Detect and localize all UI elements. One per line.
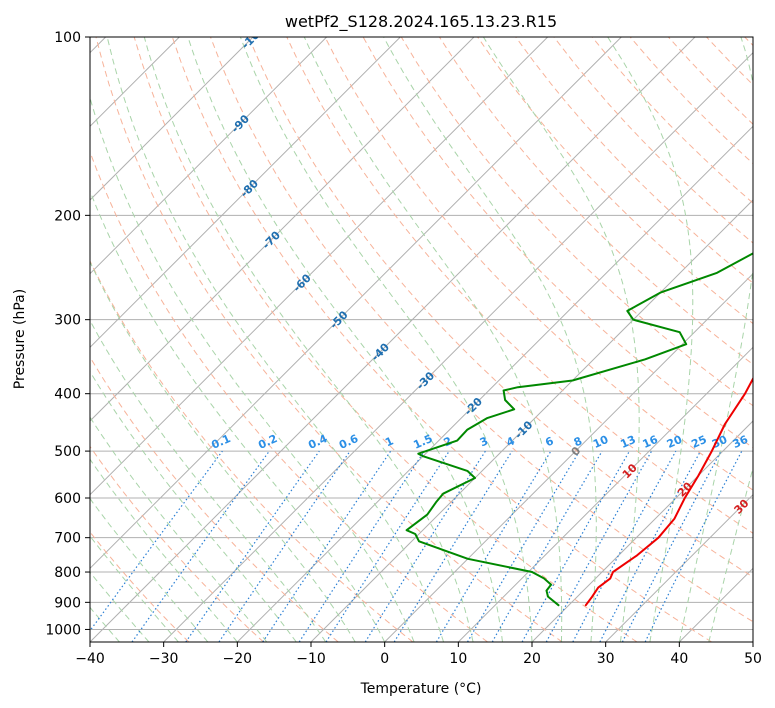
temperature-profile-line [584,376,753,607]
moist-adiabat-line [90,497,209,642]
y-tick-label: 900 [54,595,81,611]
moist-adiabat-line [90,370,297,642]
dry-adiabat-line [171,37,712,642]
plot-area: 0.1 0.2 0.4 0.6 1 1.5 2 3 4 6 8 10 13 16 20 25 30 36-100-… [90,37,753,642]
mixing-ratio-line [325,450,450,642]
isotherm-line [90,37,254,201]
isotherm-line [236,125,753,642]
y-tick-label: 800 [54,565,81,581]
x-axis-title: Temperature (°C) [360,681,482,697]
dry-adiabat-line [90,356,339,642]
dry-adiabat-line [210,37,753,623]
x-tick-label: 10 [449,651,467,667]
moist-adiabat-line [106,37,445,642]
moist-adiabat-line [90,416,268,642]
moist-adiabat-line [482,37,640,642]
moist-adiabat-line [708,466,753,642]
plot-frame [89,36,754,643]
mixing-ratio-label: 10 [591,433,611,451]
dry-adiabat-line [286,37,753,534]
moist-adiabat-line [303,37,563,642]
mixing-ratio-label: 36 [731,433,751,451]
y-tick-label: 700 [54,531,81,547]
x-tick-label: 0 [380,651,389,667]
mixing-ratio-lines [90,450,743,642]
isotherm-line [605,493,753,642]
moist-adiabat-line [678,37,753,642]
mixing-ratio-line [572,450,677,642]
dry-adiabat-line [90,445,264,642]
mixing-ratio-line [262,450,392,642]
mixing-ratio-line [218,450,351,642]
dewpoint-profile-line [405,252,753,607]
isotherm-line [531,420,753,642]
y-tick-label: 300 [54,313,81,329]
mixing-ratio-line [644,450,743,642]
isotherm-line [384,272,753,642]
mixing-ratio-label: 25 [689,433,708,451]
moist-adiabat-line [383,37,597,642]
x-axis: −40 −30 −20 −10 0 10 20 30 40 50 [75,642,762,667]
y-axis-title: Pressure (hPa) [12,289,28,389]
isotherm-line [90,37,475,422]
x-tick-label: 20 [523,651,541,667]
isotherm-line [90,37,328,275]
x-tick-label: −30 [149,651,179,667]
x-tick-label: −20 [223,651,253,667]
y-axis: 100 200 300 400 500 600 700 800 900 1000 [45,30,90,638]
x-tick-label: −40 [75,651,105,667]
pressure-gridlines [90,37,753,630]
mixing-ratio-label: 16 [641,433,661,451]
isotherm-line [90,37,622,570]
moist-adiabat-lines [90,37,753,642]
moist-adiabat-line [90,189,386,642]
mixing-ratio-line [185,450,320,642]
mixing-ratio-label: 13 [618,433,637,451]
moist-adiabat-line [143,37,474,642]
dry-adiabat-line [90,259,414,642]
y-tick-label: 200 [54,208,81,224]
mixing-ratio-line [90,450,223,632]
moist-adiabat-line [90,96,415,642]
y-tick-label: 100 [54,30,81,46]
y-tick-label: 1000 [45,622,81,638]
dry-adiabat-line [248,37,753,578]
moist-adiabat-line [239,37,533,642]
x-tick-label: 30 [597,651,615,667]
mixing-ratio-line [131,450,270,642]
isotherm-line [90,37,549,496]
isotherm-line [163,51,753,642]
mixing-ratio-line [545,450,653,642]
isotherm-line [90,37,401,349]
moist-adiabat-line [90,458,238,642]
x-tick-label: 40 [670,651,688,667]
dry-adiabat-line [515,37,753,284]
isotherm-line [90,37,696,642]
moist-adiabat-line [90,319,327,642]
mixing-ratio-line [393,450,513,642]
dry-adiabat-line [95,37,563,642]
moist-adiabat-line [90,260,356,642]
moist-adiabat-line [90,535,179,642]
y-tick-label: 400 [54,387,81,403]
profile-lines [405,252,753,607]
x-tick-label: −10 [296,651,326,667]
dry-adiabat-line [133,37,638,642]
chart-title: wetPf2_S128.2024.165.13.23.R15 [285,12,557,32]
y-tick-label: 500 [54,444,81,460]
y-tick-label: 600 [54,491,81,507]
dry-adiabat-lines [90,37,753,642]
x-tick-label: 50 [744,651,762,667]
mixing-ratio-line [298,450,425,642]
mixing-ratio-line [521,450,631,642]
mixing-ratio-label: 20 [665,433,685,451]
